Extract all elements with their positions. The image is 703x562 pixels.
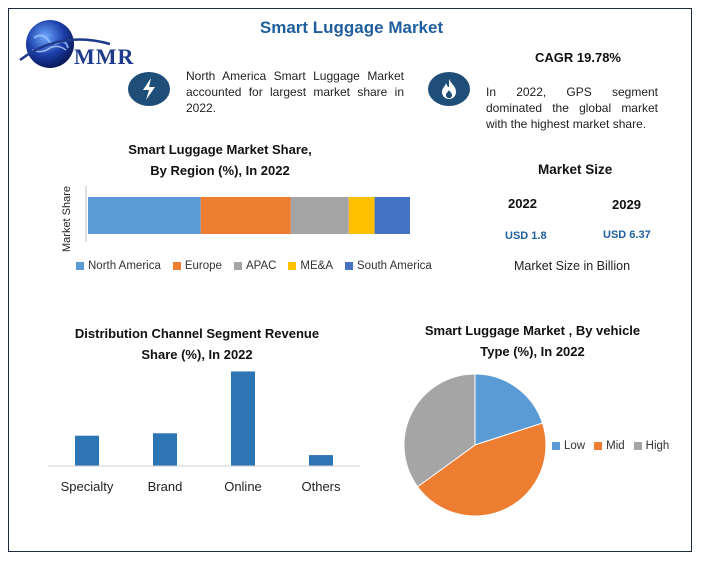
- region-bar-me-a: [348, 197, 375, 234]
- channel-category-label: Online: [224, 479, 262, 494]
- vehicle-pie-chart: [403, 373, 547, 517]
- mmr-logo: MMR: [16, 14, 146, 74]
- region-chart-title-line2: By Region (%), In 2022: [150, 163, 290, 178]
- legend-swatch: [233, 262, 242, 270]
- globe-icon: [19, 20, 111, 68]
- legend-swatch: [633, 442, 642, 450]
- legend-label: Low: [564, 440, 586, 452]
- channel-bar-chart: [48, 371, 360, 467]
- channel-category-label: Others: [301, 479, 341, 494]
- channel-chart-title-line1: Distribution Channel Segment Revenue: [74, 326, 320, 341]
- info-right-text: In 2022, GPS segment dominated the globa…: [486, 85, 658, 131]
- region-stacked-bar-chart: [85, 186, 410, 242]
- legend-item-low: Low: [552, 440, 585, 452]
- region-chart-ylabel: Market Share: [61, 185, 73, 252]
- page-title: Smart Luggage Market: [259, 18, 444, 37]
- legend-swatch: [76, 262, 84, 270]
- channel-bar-specialty: [75, 435, 99, 466]
- legend-label: Mid: [606, 440, 625, 452]
- channel-category-label: Specialty: [60, 479, 114, 494]
- legend-label: North America: [88, 260, 161, 272]
- legend-item-me-a: ME&A: [288, 260, 333, 272]
- vehicle-chart-title-line1: Smart Luggage Market , By vehicle: [424, 323, 641, 338]
- market-size-value-2022: USD 1.8: [505, 230, 547, 242]
- lightning-icon: [128, 72, 170, 106]
- channel-chart-title-line2: Share (%), In 2022: [141, 347, 253, 362]
- channel-chart-title: Distribution Channel Segment Revenue Sha…: [48, 323, 346, 365]
- legend-label: Europe: [184, 260, 222, 272]
- channel-category-label: Brand: [147, 479, 183, 494]
- region-chart-title-line1: Smart Luggage Market Share,: [128, 142, 312, 157]
- legend-label: APAC: [245, 260, 277, 272]
- vehicle-chart-title: Smart Luggage Market , By vehicle Type (…: [405, 320, 660, 362]
- channel-bar-others: [309, 455, 333, 466]
- legend-item-europe: Europe: [172, 260, 222, 272]
- flame-icon: [428, 72, 470, 106]
- pie-slice-high: [403, 373, 476, 488]
- pie-slice-low: [474, 373, 544, 446]
- channel-category-labels: Specialty Brand Online Others: [48, 479, 360, 497]
- legend-label: High: [645, 440, 670, 452]
- channel-bar-online: [231, 371, 255, 466]
- logo-text: MMR: [74, 44, 135, 69]
- vehicle-chart-legend: Low Mid High: [552, 440, 678, 452]
- legend-label: ME&A: [300, 260, 334, 272]
- region-bar-apac: [290, 197, 349, 234]
- pie-slice-mid: [416, 422, 547, 517]
- channel-bar-brand: [153, 433, 177, 466]
- legend-item-mid: Mid: [594, 440, 625, 452]
- legend-item-apac: APAC: [233, 260, 277, 272]
- legend-swatch: [552, 442, 560, 450]
- region-bar-south-america: [374, 197, 410, 234]
- legend-swatch: [345, 262, 354, 270]
- region-bar-north-america: [88, 197, 201, 234]
- legend-swatch: [594, 442, 603, 450]
- region-bar-europe: [200, 197, 291, 234]
- region-chart-legend: North America Europe APAC ME&A South America: [76, 260, 444, 272]
- market-size-unit-label: Market Size in Billion: [514, 259, 631, 273]
- market-size-year-2022: 2022: [508, 196, 537, 211]
- info-left-text: North America Smart Luggage Market accou…: [186, 69, 404, 115]
- infographic-frame: [8, 8, 692, 552]
- legend-item-north-america: North America: [76, 260, 161, 272]
- legend-item-south-america: South America: [345, 260, 432, 272]
- legend-swatch: [172, 262, 181, 270]
- market-size-value-2029: USD 6.37: [603, 229, 651, 241]
- cagr-label: CAGR 19.78%: [535, 50, 621, 65]
- legend-item-high: High: [633, 440, 670, 452]
- region-chart-title: Smart Luggage Market Share, By Region (%…: [90, 139, 350, 181]
- legend-label: South America: [357, 260, 432, 272]
- market-size-year-2029: 2029: [612, 197, 641, 212]
- market-size-title: Market Size: [538, 162, 613, 177]
- vehicle-chart-title-line2: Type (%), In 2022: [480, 344, 585, 359]
- legend-swatch: [288, 262, 297, 270]
